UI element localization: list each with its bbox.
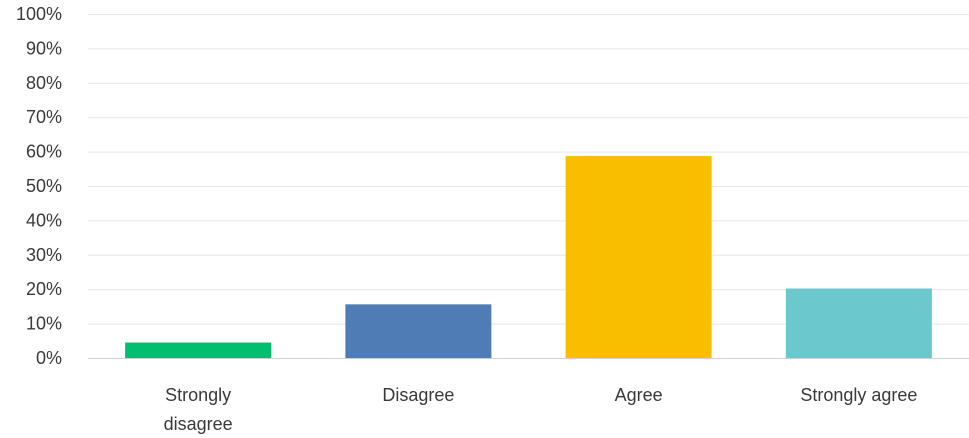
x-category-label: Strongly agree xyxy=(800,385,917,405)
y-tick-label: 30% xyxy=(26,245,62,265)
y-tick-label: 50% xyxy=(26,176,62,196)
y-tick-label: 0% xyxy=(36,348,62,368)
y-tick-label: 10% xyxy=(26,314,62,334)
x-axis-category-labels: Strongly disagree Disagree Agree Strongly ag… xyxy=(164,385,918,434)
gridlines xyxy=(88,14,969,325)
y-tick-label: 100% xyxy=(16,4,62,24)
bar[interactable] xyxy=(345,304,492,358)
bars xyxy=(125,156,932,358)
bar[interactable] xyxy=(125,342,272,358)
x-category-label: Agree xyxy=(615,385,663,405)
y-tick-label: 90% xyxy=(26,38,62,58)
bar[interactable] xyxy=(565,156,712,358)
y-tick-label: 80% xyxy=(26,73,62,93)
y-axis-tick-labels: 0% 10% 20% 30% 40% 50% 60% 70% 80% 90% 100% xyxy=(16,4,62,368)
bar[interactable] xyxy=(785,288,932,358)
y-tick-label: 70% xyxy=(26,107,62,127)
y-tick-label: 60% xyxy=(26,142,62,162)
y-tick-label: 40% xyxy=(26,210,62,230)
x-category-label: Disagree xyxy=(382,385,454,405)
x-category-label: Strongly disagree xyxy=(164,385,233,434)
y-tick-label: 20% xyxy=(26,279,62,299)
